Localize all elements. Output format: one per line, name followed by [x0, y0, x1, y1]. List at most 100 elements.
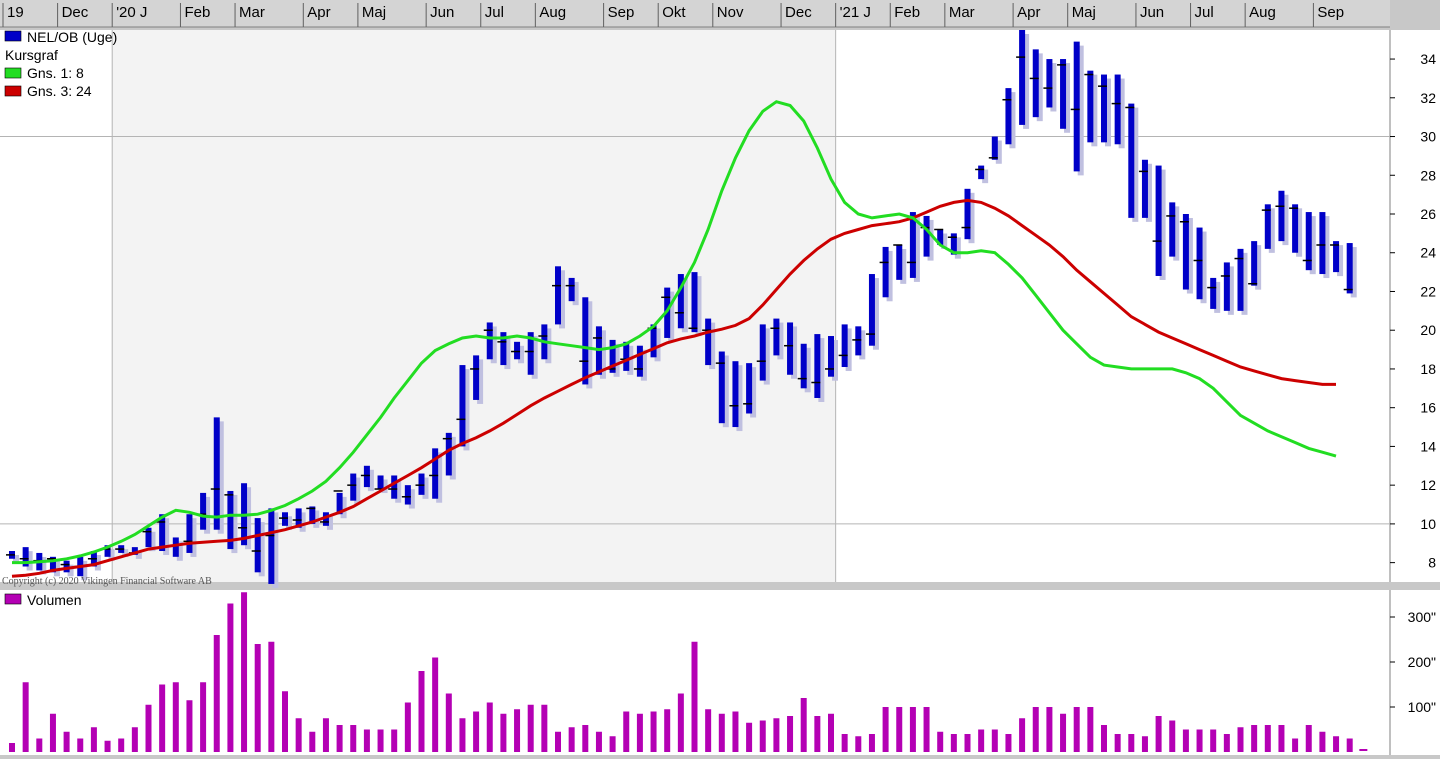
volume-bar-34	[473, 711, 480, 752]
price-bar-57	[787, 322, 794, 375]
price-bar-86	[1182, 214, 1189, 290]
price-bar-35	[486, 322, 493, 360]
volume-bar-44	[609, 736, 616, 752]
price-bar-89	[1223, 262, 1230, 311]
price-bar-30	[418, 473, 425, 495]
volume-bar-69	[950, 734, 957, 752]
price-bar-shadow-98	[1350, 247, 1357, 298]
volume-bar-61	[841, 734, 848, 752]
legend-swatch-volume	[4, 593, 22, 605]
price-tick-label-0: 8	[1428, 555, 1436, 571]
volume-bar-52	[718, 713, 725, 752]
price-bar-shadow-72	[995, 140, 1002, 164]
price-bar-10	[145, 527, 152, 548]
volume-bar-33	[459, 718, 466, 752]
volume-bar-71	[978, 729, 985, 752]
volume-bar-32	[445, 693, 452, 752]
volume-bar-49	[677, 693, 684, 752]
price-bar-shadow-83	[1145, 163, 1152, 222]
volume-bar-26	[363, 729, 370, 752]
price-bar-shadow-26	[367, 469, 374, 492]
price-bar-92	[1264, 204, 1271, 249]
price-bar-shadow-86	[1186, 218, 1193, 294]
price-bar-shadow-78	[1077, 45, 1084, 176]
price-bar-shadow-61	[845, 328, 852, 372]
price-bar-shadow-60	[832, 340, 838, 381]
price-bar-shadow-74	[1023, 34, 1030, 129]
price-bar-12	[172, 537, 179, 557]
price-bar-14	[200, 492, 207, 530]
price-bar-78	[1073, 41, 1080, 172]
time-label-8: Jul	[485, 4, 504, 21]
price-bar-shadow-46	[640, 349, 647, 381]
volume-bar-72	[991, 729, 998, 752]
time-label-9: Aug	[539, 4, 566, 21]
price-bar-shadow-44	[613, 343, 620, 377]
price-tick-label-2: 12	[1420, 477, 1436, 493]
volume-bar-37	[514, 709, 521, 752]
volume-bar-4	[63, 731, 70, 752]
volume-bar-78	[1073, 707, 1080, 752]
time-label-22: Sep	[1317, 4, 1344, 21]
price-bar-shadow-57	[791, 326, 798, 379]
price-bar-shadow-31	[436, 452, 443, 503]
price-bar-shadow-33	[463, 369, 470, 451]
price-bar-shadow-19	[272, 512, 279, 588]
price-bar-34	[473, 355, 480, 400]
price-bar-18	[254, 518, 261, 573]
volume-bar-55	[759, 720, 766, 752]
volume-bar-81	[1114, 734, 1121, 752]
price-bar-shadow-94	[1296, 208, 1303, 257]
time-label-5: Apr	[307, 4, 330, 21]
volume-bar-22	[309, 731, 316, 752]
time-axis: 19 Dec '20 J Feb Mar Apr Maj Jun Jul Aug Sep Okt Nov…	[2, 3, 1344, 27]
price-panel-shaded-region	[112, 30, 836, 582]
price-bar-shadow-77	[1064, 63, 1071, 133]
price-bar-61	[841, 324, 848, 368]
time-label-17: Apr	[1017, 4, 1040, 21]
price-bar-shadow-91	[1255, 245, 1262, 290]
volume-bar-63	[868, 734, 875, 752]
price-bar-27	[377, 475, 384, 490]
price-bar-79	[1087, 70, 1094, 143]
price-bar-shadow-1	[26, 551, 33, 571]
price-bar-33	[459, 365, 466, 447]
price-bar-shadow-96	[1323, 216, 1330, 279]
price-bar-96	[1319, 212, 1326, 275]
price-tick-label-3: 14	[1420, 438, 1436, 454]
price-bar-58	[800, 343, 807, 389]
price-bar-97	[1333, 241, 1340, 273]
price-bar-shadow-95	[1309, 216, 1316, 275]
price-tick-label-8: 24	[1420, 245, 1436, 261]
price-bar-31	[432, 448, 439, 499]
price-bar-shadow-8	[122, 549, 129, 557]
price-bar-59	[814, 334, 821, 398]
volume-bar-13	[186, 700, 193, 752]
price-tick-label-10: 28	[1420, 167, 1436, 183]
time-label-4: Mar	[239, 4, 265, 21]
price-bar-28	[391, 475, 398, 499]
price-bar-shadow-68	[941, 233, 948, 249]
legend-swatch-sma8	[4, 67, 22, 79]
legend-swatch-price	[4, 30, 22, 42]
price-bar-shadow-5	[81, 560, 88, 581]
price-bar-shadow-29	[408, 489, 415, 509]
price-bar-shadow-41	[572, 281, 579, 306]
volume-bar-42	[582, 725, 589, 752]
legend-label-sma8: Gns. 1: 8	[27, 65, 84, 81]
volume-bar-58	[800, 698, 807, 752]
volume-bar-97	[1333, 736, 1340, 752]
volume-bar-43	[595, 731, 602, 752]
volume-bar-39	[541, 704, 548, 752]
price-bar-90	[1237, 248, 1244, 311]
price-bar-shadow-53	[736, 365, 743, 432]
price-bar-81	[1114, 74, 1121, 145]
price-bar-shadow-92	[1268, 208, 1275, 253]
price-bar-shadow-49	[681, 278, 688, 333]
volume-bar-98	[1346, 738, 1353, 752]
volume-bar-8	[118, 738, 125, 752]
price-bar-37	[514, 341, 521, 360]
volume-bar-62	[855, 736, 862, 752]
price-bar-85	[1169, 202, 1176, 257]
price-tick-label-7: 22	[1420, 283, 1436, 299]
